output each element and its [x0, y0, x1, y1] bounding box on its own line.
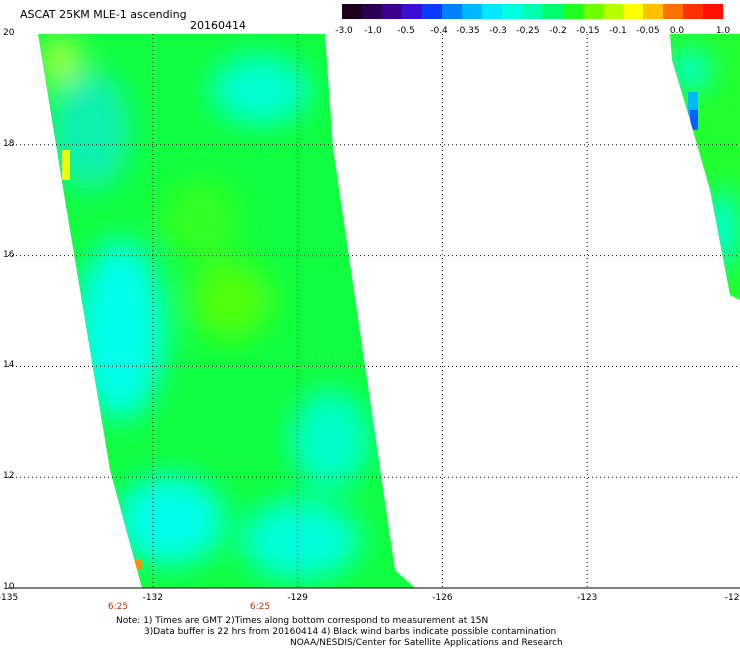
colorbar-label: 0.0 — [669, 26, 685, 36]
colorbar-swatch — [622, 4, 643, 19]
map-title: ASCAT 25KM MLE-1 ascending — [20, 8, 187, 21]
colorbar-swatch — [422, 4, 443, 19]
colorbar-swatch — [342, 4, 363, 19]
colorbar-swatch — [482, 4, 503, 19]
longitude-label: -135 — [0, 593, 19, 603]
colorbar-label: -0.5 — [397, 26, 415, 36]
footnote-line-3: NOAA/NESDIS/Center for Satellite Applica… — [290, 638, 563, 648]
colorbar-swatch — [442, 4, 463, 19]
colorbar-swatch — [702, 4, 723, 19]
map-date: 20160414 — [190, 19, 246, 32]
colorbar-swatch — [462, 4, 483, 19]
colorbar-swatch — [362, 4, 383, 19]
colorbar-labels: -3.0 -1.0 -0.5 -0.4 -0.35 -0.3 -0.25 -0.2 -0.15-… — [330, 26, 740, 38]
colorbar-label: -0.25 — [516, 26, 540, 36]
footnote-line-1: Note: 1) Times are GMT 2)Times along bot… — [116, 616, 489, 626]
colorbar-swatch — [682, 4, 703, 19]
colorbar-swatch — [662, 4, 683, 19]
longitude-label: -126 — [432, 593, 453, 603]
longitude-label: -120 — [724, 593, 740, 603]
colorbar-label: -0.3 — [489, 26, 507, 36]
colorbar-label: -0.2 — [549, 26, 567, 36]
time-label: 6:25 — [107, 602, 129, 612]
latitude-label: 12 — [3, 471, 15, 482]
latitude-label: 16 — [3, 249, 15, 260]
colorbar-swatch — [522, 4, 543, 19]
colorbar-swatch — [582, 4, 603, 19]
map-gridlines — [8, 34, 740, 589]
latitude-label: 10 — [3, 582, 15, 592]
colorbar-swatch — [502, 4, 523, 19]
swath-right — [670, 34, 740, 300]
latitude-label: 14 — [3, 360, 15, 371]
footnote-line-2: 3)Data buffer is 22 hrs from 20160414 4)… — [144, 627, 557, 637]
colorbar-label: -0.05 — [636, 26, 660, 36]
colorbar-label: -1.0 — [364, 26, 382, 36]
colorbar-label: 1.0 — [715, 26, 731, 36]
time-label: 6:25 — [249, 602, 271, 612]
colorbar-swatch — [402, 4, 423, 19]
colorbar-label: -0.1 — [609, 26, 627, 36]
latitude-label: 20 — [3, 28, 15, 38]
latitude-label: 18 — [3, 138, 15, 149]
colorbar — [342, 4, 723, 19]
colorbar-swatch — [382, 4, 403, 19]
longitude-label: -132 — [142, 593, 164, 603]
colorbar-label: -0.35 — [456, 26, 480, 36]
colorbar-swatch — [642, 4, 663, 19]
colorbar-swatch — [542, 4, 563, 19]
footnote: Note: 1) Times are GMT 2)Times along bot… — [116, 616, 563, 649]
colorbar-label: -0.15 — [576, 26, 600, 36]
longitude-label: -123 — [576, 593, 598, 603]
colorbar-swatch — [602, 4, 623, 19]
colorbar-swatch — [562, 4, 583, 19]
colorbar-label: -3.0 — [335, 26, 353, 36]
longitude-label: -129 — [287, 593, 308, 603]
colorbar-label: -0.4 — [430, 26, 448, 36]
